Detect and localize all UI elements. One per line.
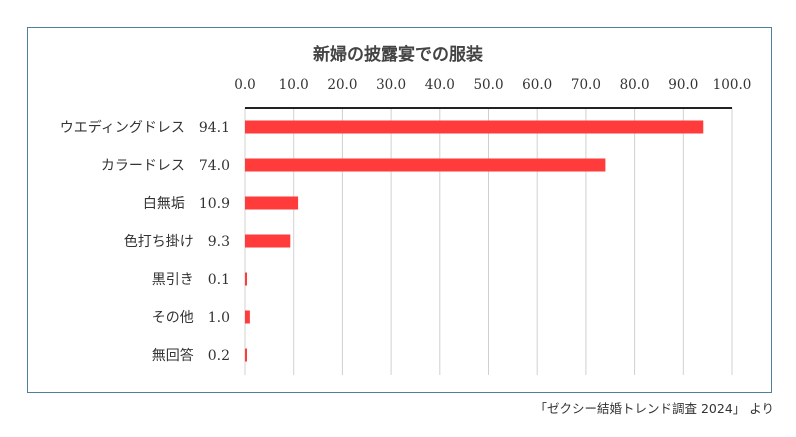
x-tick-label: 30.0: [376, 77, 406, 93]
category-label: 黒引き: [152, 272, 194, 288]
x-tick-label: 80.0: [620, 77, 650, 93]
value-label: 94.1: [199, 120, 230, 136]
category-label: 色打ち掛け: [124, 233, 194, 250]
category-label: 白無垢: [143, 196, 185, 212]
value-label: 10.9: [199, 196, 230, 212]
bar: [245, 348, 247, 362]
category-label: その他: [152, 310, 194, 326]
bar: [245, 158, 606, 172]
x-tick-label: 20.0: [327, 77, 357, 93]
source-note: 「ゼクシー結婚トレンド調査 2024」 より: [534, 401, 774, 416]
category-label: 無回答: [152, 347, 194, 364]
category-label: ウエディングドレス: [60, 119, 185, 136]
bar: [245, 196, 299, 210]
value-label: 9.3: [208, 234, 230, 250]
category-label: カラードレス: [101, 158, 185, 174]
chart-title: 新婦の披露宴での服装: [313, 45, 483, 65]
x-tick-label: 70.0: [571, 77, 601, 93]
bar: [245, 234, 291, 248]
x-tick-label: 100.0: [713, 77, 752, 93]
x-tick-label: 40.0: [425, 77, 455, 93]
bar: [245, 272, 247, 286]
value-label: 0.1: [208, 272, 230, 288]
x-tick-label: 50.0: [473, 77, 503, 93]
chart-frame: [27, 27, 772, 393]
value-label: 1.0: [208, 310, 230, 326]
bar: [245, 310, 250, 324]
value-label: 74.0: [199, 158, 230, 174]
x-tick-label: 60.0: [522, 77, 552, 93]
bar: [245, 120, 704, 134]
value-label: 0.2: [208, 348, 230, 364]
x-tick-label: 0.0: [234, 77, 255, 93]
x-tick-label: 10.0: [279, 77, 309, 93]
x-tick-label: 90.0: [668, 77, 698, 93]
